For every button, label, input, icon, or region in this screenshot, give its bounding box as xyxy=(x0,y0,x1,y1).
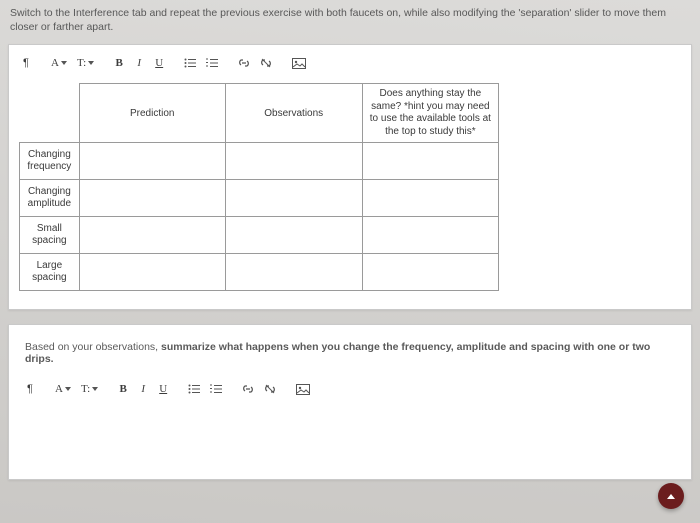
col-prediction: Prediction xyxy=(79,84,225,143)
unordered-list-button[interactable] xyxy=(180,53,200,73)
observation-table: Prediction Observations Does anything st… xyxy=(19,83,499,291)
link-icon xyxy=(238,57,250,69)
cell[interactable] xyxy=(79,254,225,291)
olist-icon xyxy=(206,58,218,68)
paragraph-button[interactable]: ¶ xyxy=(21,379,39,399)
font-label: A xyxy=(51,57,59,69)
unordered-list-button[interactable] xyxy=(184,379,204,399)
olist-icon xyxy=(210,384,222,394)
list-icon xyxy=(188,384,200,394)
editor-card-1: ¶ A T: B I U xyxy=(8,44,692,310)
bold-button[interactable]: B xyxy=(110,53,128,73)
ordered-list-button[interactable] xyxy=(206,379,226,399)
unlink-button[interactable] xyxy=(256,53,276,73)
cell[interactable] xyxy=(225,254,362,291)
toolbar-2: ¶ A T: B I U xyxy=(21,377,679,405)
table-corner xyxy=(20,84,80,143)
cell[interactable] xyxy=(79,217,225,254)
link-button[interactable] xyxy=(234,53,254,73)
unlink-icon xyxy=(264,383,276,395)
cell[interactable] xyxy=(225,217,362,254)
scroll-top-button[interactable] xyxy=(658,483,684,509)
image-icon xyxy=(292,58,306,69)
bold-button[interactable]: B xyxy=(114,379,132,399)
table-row: Small spacing xyxy=(20,217,499,254)
editor-content-1[interactable]: Prediction Observations Does anything st… xyxy=(17,79,683,293)
unlink-icon xyxy=(260,57,272,69)
cell[interactable] xyxy=(362,143,498,180)
italic-button[interactable]: I xyxy=(134,379,152,399)
image-button[interactable] xyxy=(288,53,310,73)
row-label: Changing amplitude xyxy=(20,180,80,217)
cell[interactable] xyxy=(225,143,362,180)
chevron-up-icon xyxy=(667,494,675,499)
list-icon xyxy=(184,58,196,68)
row-label: Large spacing xyxy=(20,254,80,291)
size-button[interactable]: T: xyxy=(77,379,102,399)
cell[interactable] xyxy=(225,180,362,217)
italic-button[interactable]: I xyxy=(130,53,148,73)
row-label: Small spacing xyxy=(20,217,80,254)
font-button[interactable]: A xyxy=(51,379,75,399)
instruction-text: Switch to the Interference tab and repea… xyxy=(10,7,692,34)
instruction-text-2: Based on your observations, summarize wh… xyxy=(25,341,679,365)
instruction-pre: Based on your observations, xyxy=(25,341,161,353)
font-label: A xyxy=(55,383,63,395)
paragraph-button[interactable]: ¶ xyxy=(17,53,35,73)
cell[interactable] xyxy=(79,143,225,180)
col-note: Does anything stay the same? *hint you m… xyxy=(362,84,498,143)
table-row: Changing frequency xyxy=(20,143,499,180)
row-label: Changing frequency xyxy=(20,143,80,180)
underline-button[interactable]: U xyxy=(154,379,172,399)
image-icon xyxy=(296,384,310,395)
link-button[interactable] xyxy=(238,379,258,399)
cell[interactable] xyxy=(362,217,498,254)
image-button[interactable] xyxy=(292,379,314,399)
editor-content-2[interactable] xyxy=(21,405,679,425)
table-row: Changing amplitude xyxy=(20,180,499,217)
size-label: T: xyxy=(77,57,86,69)
size-button[interactable]: T: xyxy=(73,53,98,73)
size-label: T: xyxy=(81,383,90,395)
ordered-list-button[interactable] xyxy=(202,53,222,73)
cell[interactable] xyxy=(362,180,498,217)
font-button[interactable]: A xyxy=(47,53,71,73)
cell[interactable] xyxy=(362,254,498,291)
link-icon xyxy=(242,383,254,395)
toolbar-1: ¶ A T: B I U xyxy=(17,51,683,79)
cell[interactable] xyxy=(79,180,225,217)
underline-button[interactable]: U xyxy=(150,53,168,73)
col-observations: Observations xyxy=(225,84,362,143)
table-row: Large spacing xyxy=(20,254,499,291)
unlink-button[interactable] xyxy=(260,379,280,399)
editor-card-2: Based on your observations, summarize wh… xyxy=(8,324,692,480)
